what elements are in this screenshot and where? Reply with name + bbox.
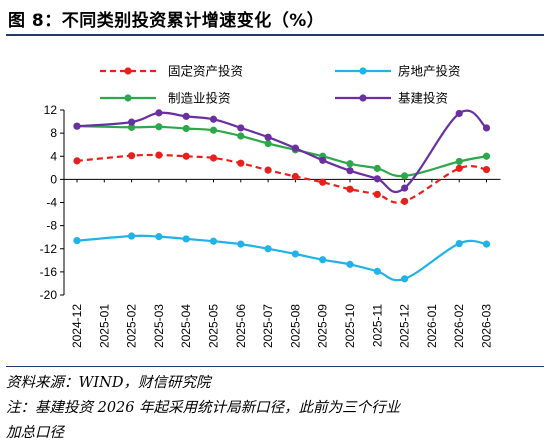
real-estate-point [264,245,272,253]
source-note: 资料来源：WIND，财信研究院 [6,375,211,391]
y-tick-label: -8 [46,219,57,233]
manufacturing-line [76,125,487,178]
x-tick-label: 2025-01 [97,304,111,348]
manufacturing-point [373,164,381,172]
manufacturing-point [128,123,136,131]
fixed-asset-point [264,166,272,174]
fixed-asset-point [155,151,163,159]
manufacturing-point [182,124,190,133]
y-tick-label: 8 [50,126,57,140]
y-tick-label: -20 [40,288,58,302]
infrastructure-point [346,167,354,175]
source-divider [6,366,544,367]
x-tick-label: 2025-03 [152,304,166,348]
infrastructure-point [182,112,190,120]
legend-manufacturing-label: 制造业投资 [168,91,231,106]
y-tick-label: 0 [50,172,57,186]
fixed-asset-point [128,152,136,160]
x-tick-label: 2026-03 [480,304,494,348]
x-tick-label: 2025-02 [125,304,139,348]
real-estate-point [482,240,491,248]
fixed-asset-point [482,165,491,174]
fixed-asset-point [373,190,381,199]
infrastructure-point [482,124,491,132]
infrastructure-point [264,133,272,141]
real-estate-point [73,237,81,245]
infrastructure-point [455,109,463,118]
real-estate-point [373,267,381,275]
fixed-asset-point [291,172,299,181]
infrastructure-point [373,175,381,183]
legend-manufacturing-marker [124,94,132,102]
x-tick-label: 2026-01 [425,304,439,348]
infrastructure-point [209,115,218,123]
x-tick-label: 2025-05 [207,304,221,348]
fixed-asset-point [182,152,190,160]
manufacturing-point [455,157,463,166]
fixed-asset-point [455,164,463,172]
figure-title: 图 8：不同类别投资累计增速变化（%） [8,11,325,31]
real-estate-point [182,235,190,243]
y-tick-label: -12 [40,242,58,256]
footnote-line-2: 加总口径 [6,425,64,441]
real-estate-point [291,250,299,258]
legend-real-estate-marker [359,67,367,75]
x-tick-label: 2026-02 [452,304,466,348]
manufacturing-point [209,126,218,134]
infrastructure-point [401,184,409,192]
real-estate-point [319,256,327,264]
x-tick-label: 2025-11 [370,304,384,347]
real-estate-point [455,239,463,248]
real-estate-point [209,237,218,245]
infrastructure-point [155,109,163,117]
real-estate-point [155,233,163,241]
x-tick-label: 2024-12 [70,304,84,348]
infrastructure-point [319,156,327,164]
y-tick-label: 12 [44,103,58,117]
manufacturing-point [264,139,272,148]
x-tick-label: 2025-08 [288,304,302,348]
line-chart: 12 8 4 0 -4 -8 -12 -16 -20 2024-12 2025-01 2025-02 2… [40,64,501,348]
manufacturing-point [346,160,354,168]
y-tick-label: -16 [40,265,58,279]
fixed-asset-point [401,197,409,205]
footnote-line-1: 注：基建投资 2026 年起采用统计局新口径，此前为三个行业 [6,400,401,416]
x-tick-label: 2025-12 [398,304,412,348]
x-tick-label: 2025-09 [316,304,330,348]
y-tick-label: 4 [50,149,57,163]
x-tick-label: 2025-06 [234,304,248,348]
real-estate-point [346,260,354,268]
manufacturing-point [482,152,491,160]
legend-infrastructure-marker [359,94,367,102]
fixed-asset-point [346,185,354,193]
fixed-asset-point [73,157,81,165]
infrastructure-point [73,122,81,130]
infrastructure-point [291,144,299,152]
legend-fixed-asset-label: 固定资产投资 [168,64,243,79]
x-tick-label: 2025-07 [261,304,275,348]
x-tick-label: 2025-10 [343,304,357,348]
x-tick-label: 2025-04 [179,304,193,348]
fixed-asset-point [209,154,218,162]
manufacturing-point [401,172,409,180]
legend-real-estate-label: 房地产投资 [398,64,461,79]
infrastructure-point [128,118,136,126]
manufacturing-point [237,132,245,140]
real-estate-point [128,232,136,240]
y-tick-label: -4 [46,196,57,210]
fixed-asset-point [237,159,245,167]
real-estate-point [401,275,409,283]
real-estate-line [76,234,487,282]
manufacturing-point [155,123,163,131]
fixed-asset-point [319,178,327,186]
infrastructure-point [237,124,245,132]
legend-infrastructure-label: 基建投资 [398,91,448,106]
legend-fixed-asset-marker [124,67,132,75]
real-estate-point [237,240,245,248]
title-divider [6,34,544,36]
